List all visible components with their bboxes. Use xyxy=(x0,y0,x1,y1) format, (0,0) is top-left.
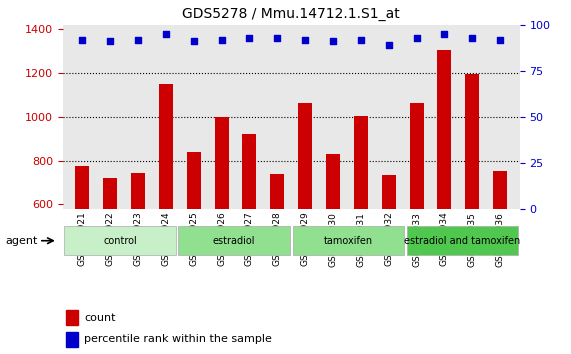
Text: estradiol: estradiol xyxy=(213,236,255,246)
Point xyxy=(106,39,115,44)
FancyBboxPatch shape xyxy=(293,227,404,255)
Text: control: control xyxy=(103,236,137,246)
Point xyxy=(161,31,170,37)
Point xyxy=(300,37,309,42)
Bar xyxy=(465,74,479,336)
Bar xyxy=(131,173,145,336)
Bar xyxy=(66,332,78,347)
Point xyxy=(412,35,421,40)
Point xyxy=(440,31,449,37)
Point xyxy=(328,39,337,44)
Text: tamoxifen: tamoxifen xyxy=(324,236,373,246)
Bar xyxy=(159,84,173,336)
Bar xyxy=(354,116,368,336)
Text: agent: agent xyxy=(5,236,37,246)
Point xyxy=(78,37,87,42)
Bar xyxy=(409,103,424,336)
FancyBboxPatch shape xyxy=(178,227,290,255)
Point xyxy=(245,35,254,40)
Point xyxy=(384,42,393,48)
Point xyxy=(468,35,477,40)
Bar xyxy=(493,171,507,336)
Bar xyxy=(270,174,284,336)
Bar xyxy=(103,178,117,336)
Text: estradiol and tamoxifen: estradiol and tamoxifen xyxy=(404,236,521,246)
Text: count: count xyxy=(85,313,116,323)
FancyBboxPatch shape xyxy=(64,227,176,255)
Bar xyxy=(66,310,78,325)
Bar xyxy=(298,103,312,336)
Point xyxy=(189,39,198,44)
Point xyxy=(134,37,143,42)
Point xyxy=(356,37,365,42)
Bar xyxy=(326,154,340,336)
Point xyxy=(273,35,282,40)
Bar xyxy=(187,152,200,336)
Point xyxy=(217,37,226,42)
Bar xyxy=(382,175,396,336)
Bar xyxy=(243,135,256,336)
Title: GDS5278 / Mmu.14712.1.S1_at: GDS5278 / Mmu.14712.1.S1_at xyxy=(182,7,400,21)
Point xyxy=(496,37,505,42)
Bar xyxy=(437,50,451,336)
FancyBboxPatch shape xyxy=(407,227,518,255)
Bar xyxy=(75,166,89,336)
Bar xyxy=(215,117,228,336)
Text: percentile rank within the sample: percentile rank within the sample xyxy=(85,335,272,344)
